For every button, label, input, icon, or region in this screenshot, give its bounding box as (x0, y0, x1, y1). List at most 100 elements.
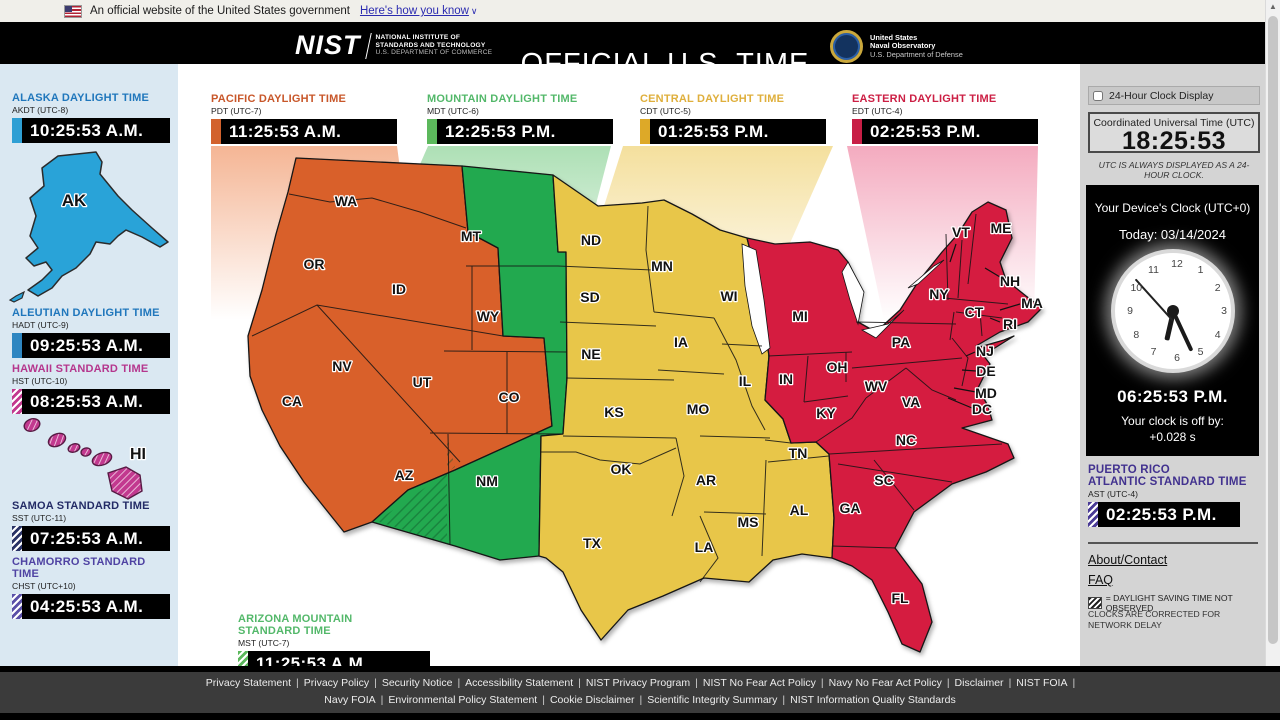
eastern-zone-shape[interactable] (746, 201, 1043, 653)
clock-center-pin (1167, 305, 1179, 317)
chamorro-time-box: 04:25:53 A.M. (12, 594, 170, 619)
utc-time: 18:25:53 (1121, 127, 1227, 155)
footer-link[interactable]: Security Notice (381, 677, 453, 689)
eastern-time: 02:25:53 P.M. (870, 121, 981, 141)
state-borders (251, 193, 1009, 583)
state-label-tx: TX (583, 535, 602, 551)
usno-logo[interactable]: United States Naval Observatory U.S. Dep… (830, 30, 963, 63)
chamorro-zone-name: CHAMORRO STANDARD TIME (12, 556, 146, 580)
arizona-zone-name-line2: STANDARD TIME (238, 625, 331, 637)
state-label-mn: MN (651, 258, 673, 274)
24-hour-clock-toggle-row[interactable]: 24-Hour Clock Display (1088, 86, 1260, 105)
state-label-ok: OK (611, 461, 632, 477)
alaska-map: AK (8, 151, 169, 303)
samoa-time-box: 07:25:53 A.M. (12, 526, 170, 551)
state-label-nc: NC (896, 432, 916, 448)
state-labels: WA OR CA NV ID MT WY UT CO AZ NM ND SD NE KS OK TX MN IA MO… (281, 192, 1045, 608)
arizona-zone-abbr: MST (UTC-7) (238, 638, 290, 648)
nist-wordmark: NIST (295, 30, 361, 60)
state-label-ca: CA (282, 393, 302, 409)
us-flag-icon (64, 4, 82, 18)
footer-separator: | (578, 677, 581, 689)
state-label-ms: MS (738, 514, 759, 530)
state-label-sc: SC (874, 472, 893, 488)
footer-link[interactable]: Navy No Fear Act Policy (828, 677, 942, 689)
footer-separator: | (639, 694, 643, 706)
about-contact-link[interactable]: About/Contact (1088, 553, 1168, 567)
central-zone-shape[interactable] (538, 174, 835, 641)
hawaii-zone-name: HAWAII STANDARD TIME (12, 363, 149, 375)
analog-clock: 1 2 3 4 5 6 7 8 9 10 11 12 (1111, 249, 1235, 373)
zone-card-chamorro: CHAMORRO STANDARD TIME CHST (UTC+10) 04:25… (12, 556, 170, 619)
site-header: NIST NATIONAL INSTITUTE OF STANDARDS AND… (0, 22, 1280, 80)
scrollbar-thumb[interactable] (1268, 16, 1278, 644)
scrollbar-up-icon[interactable]: ▲ (1269, 2, 1277, 11)
footer-separator: | (380, 694, 384, 706)
central-zone-name: CENTRAL DAYLIGHT TIME (640, 93, 785, 105)
device-clock-offset-value: +0.028 s (1149, 430, 1196, 444)
nist-logo-divider (364, 32, 372, 59)
footer-link[interactable]: Disclaimer (954, 677, 1004, 689)
puerto-rico-name-line2: ATLANTIC STANDARD TIME (1088, 476, 1247, 488)
footer-link[interactable]: Privacy Policy (303, 677, 370, 689)
eastern-zone-abbr: EDT (UTC-4) (852, 106, 903, 116)
nist-logo[interactable]: NIST NATIONAL INSTITUTE OF STANDARDS AND… (295, 30, 492, 61)
samoa-accent-bar (12, 526, 22, 551)
footer-separator: | (820, 677, 824, 689)
footer-link[interactable]: Accessibility Statement (465, 677, 574, 689)
state-label-mt: MT (461, 228, 482, 244)
page-scrollbar[interactable]: ▲ ▼ (1265, 0, 1280, 720)
nist-line3: U.S. DEPARTMENT OF COMMERCE (375, 49, 493, 57)
device-clock-date: Today: 03/14/2024 (1119, 227, 1226, 242)
state-label-mi: MI (792, 308, 808, 324)
zone-card-samoa: SAMOA STANDARD TIME SST (UTC-11) 07:25:53 … (12, 500, 170, 551)
state-label-nv: NV (332, 358, 352, 374)
state-label-wv: WV (865, 378, 888, 394)
about-contact-link-row: About/Contact (1088, 553, 1167, 567)
clock-number-4: 4 (1214, 328, 1221, 341)
pacific-zone-abbr: PDT (UTC-7) (211, 106, 262, 116)
footer-link[interactable]: NIST FOIA (1016, 677, 1068, 689)
aleutian-zone-name: ALEUTIAN DAYLIGHT TIME (12, 307, 160, 319)
samoa-zone-name: SAMOA STANDARD TIME (12, 500, 150, 512)
utc-clock-box: Coordinated Universal Time (UTC) 18:25:5… (1088, 112, 1260, 155)
how-you-know-link[interactable]: Here's how you know (359, 5, 469, 17)
alaska-zone-abbr: AKDT (UTC-8) (12, 105, 69, 115)
footer-link[interactable]: NIST Privacy Program (585, 677, 691, 689)
clock-number-2: 2 (1214, 281, 1221, 294)
footer-link[interactable]: Environmental Policy Statement (388, 694, 538, 706)
gov-banner-text: An official website of the United States… (90, 5, 350, 17)
footer-link[interactable]: Privacy Statement (205, 677, 291, 689)
footer-separator: | (782, 694, 786, 706)
zone-card-aleutian: ALEUTIAN DAYLIGHT TIME HADT (UTC-9) 09:25:… (12, 307, 170, 358)
state-label-nm: NM (476, 473, 498, 489)
left-timezone-sidebar: ALASKA DAYLIGHT TIME AKDT (UTC-8) 10:25:53… (0, 64, 178, 666)
state-label-va: VA (902, 394, 920, 410)
device-clock-title: Your Device's Clock (UTC+0) (1094, 201, 1251, 215)
state-label-ky: KY (816, 405, 836, 421)
faq-link[interactable]: FAQ (1088, 573, 1114, 587)
footer-link[interactable]: NIST Information Quality Standards (790, 694, 956, 706)
label-connector-lines (947, 243, 1021, 409)
hawaii-time: 08:25:53 A.M. (30, 391, 144, 411)
footer-link[interactable]: Cookie Disclaimer (549, 694, 635, 706)
state-label-id: ID (392, 281, 406, 297)
map-area: WA OR CA NV ID MT WY UT CO AZ NM ND SD NE KS OK TX MN IA MO… (178, 64, 1080, 676)
state-label-az: AZ (395, 467, 414, 483)
puerto-rico-time: 02:25:53 P.M. (1106, 504, 1217, 524)
footer-link[interactable]: Scientific Integrity Summary (647, 694, 778, 706)
footer-link[interactable]: Navy FOIA (324, 694, 376, 706)
device-clock-panel: Your Device's Clock (UTC+0) Today: 03/14… (1086, 185, 1259, 456)
right-sidebar: 24-Hour Clock Display Coordinated Univer… (1080, 64, 1265, 666)
nist-line1: NATIONAL INSTITUTE OF (375, 34, 461, 42)
state-label-ia: IA (674, 334, 688, 350)
dst-legend: = DAYLIGHT SAVING TIME NOT OBSERVED (1088, 593, 1265, 613)
footer-separator: | (374, 677, 377, 689)
mountain-time: 12:25:53 P.M. (445, 121, 556, 141)
footer-links-row1: Privacy Statement | Privacy Policy | Securit… (0, 677, 1280, 689)
usno-seal-icon (830, 30, 863, 63)
footer-separator: | (946, 677, 950, 689)
footer-link[interactable]: NIST No Fear Act Policy (702, 677, 816, 689)
mountain-zone-name: MOUNTAIN DAYLIGHT TIME (427, 93, 578, 105)
24-hour-clock-checkbox[interactable] (1093, 90, 1103, 101)
